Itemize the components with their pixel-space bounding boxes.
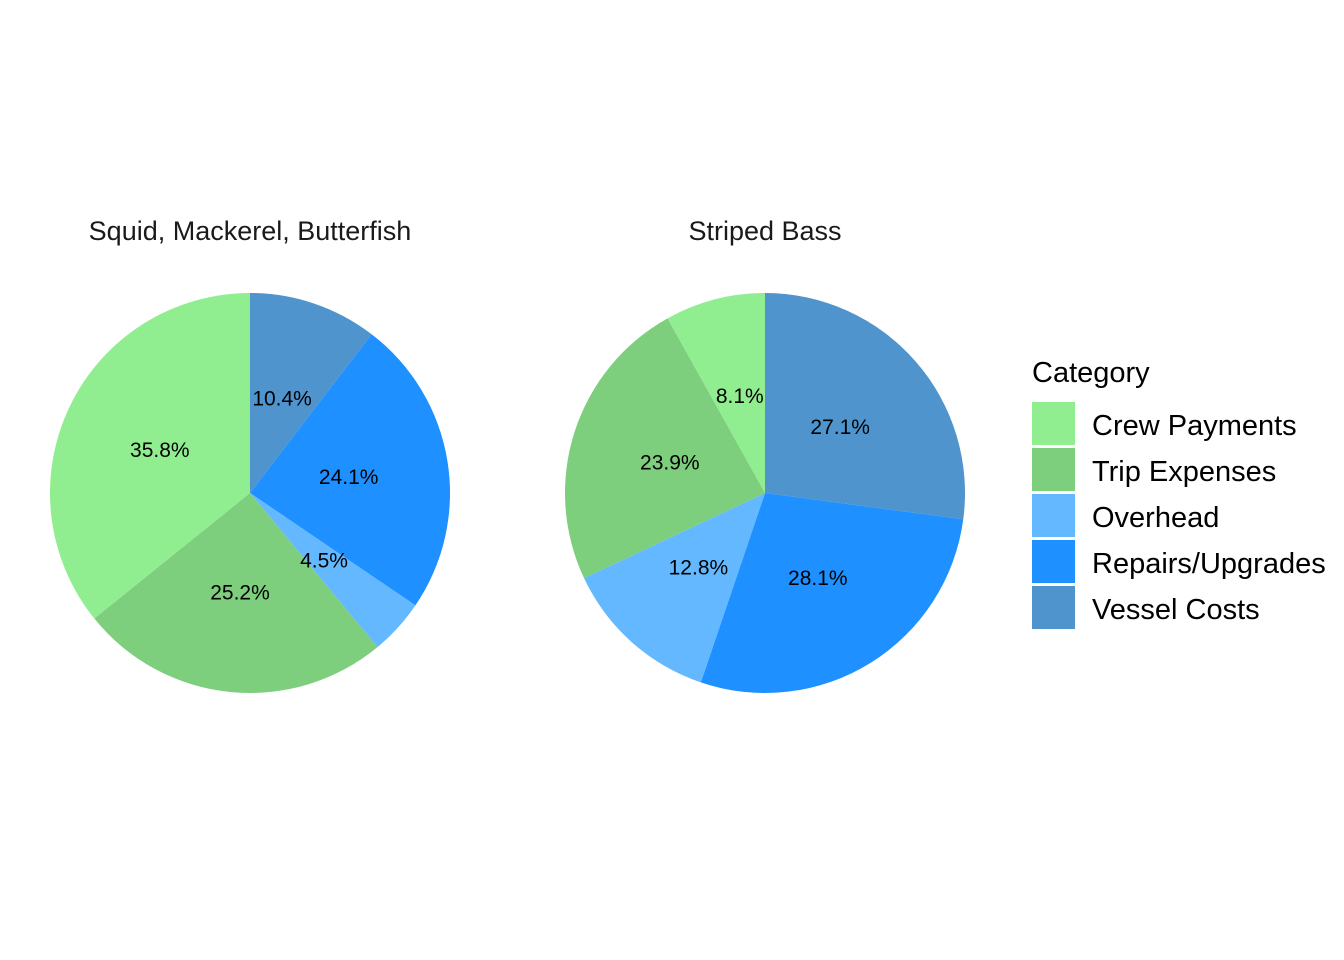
pie-slice-vessel-costs — [250, 293, 372, 493]
pie-slice-crew-payments — [667, 293, 765, 493]
legend-swatch-vessel-costs — [1032, 586, 1075, 629]
slice-label-repairs-upgrades: 28.1% — [788, 567, 848, 590]
legend-swatch-crew-payments — [1032, 402, 1075, 445]
legend-items: Crew Payments Trip Expenses Overhead Repair… — [1032, 402, 1326, 629]
facet-title: Striped Bass — [688, 216, 841, 246]
slice-label-vessel-costs: 10.4% — [252, 387, 312, 410]
slice-label-vessel-costs: 27.1% — [810, 416, 870, 439]
pie-chart-striped-bass: Striped Bass 27.1% 28.1% 12.8% 23.9% 8.1% — [564, 216, 965, 694]
pie-labels: 10.4% 24.1% 4.5% 25.2% 35.8% — [130, 387, 378, 604]
pie-slice-overhead — [584, 493, 765, 683]
pie-slice-trip-expenses — [94, 493, 378, 693]
legend-swatch-overhead — [1032, 494, 1075, 537]
pie-slice-trip-expenses — [564, 318, 765, 579]
legend: Category Crew Payments Trip Expenses Overh… — [1032, 357, 1326, 629]
legend-swatch-trip-expenses — [1032, 448, 1075, 491]
pie-chart-squid-mackerel-butterfish: Squid, Mackerel, Butterfish 10.4% 24.1% 4.… — [50, 216, 451, 693]
pie-slices — [50, 293, 451, 693]
slice-label-overhead: 12.8% — [669, 557, 729, 580]
legend-label-repairs-upgrades: Repairs/Upgrades — [1092, 548, 1326, 580]
legend-title: Category — [1032, 357, 1150, 389]
legend-label-overhead: Overhead — [1092, 502, 1219, 534]
pie-labels: 27.1% 28.1% 12.8% 23.9% 8.1% — [640, 385, 870, 590]
slice-label-trip-expenses: 23.9% — [640, 451, 700, 474]
legend-swatch-repairs-upgrades — [1032, 540, 1075, 583]
slice-label-crew-payments: 35.8% — [130, 439, 190, 462]
facet-title: Squid, Mackerel, Butterfish — [89, 216, 412, 246]
pie-slice-vessel-costs — [765, 293, 965, 520]
pie-slice-crew-payments — [50, 293, 251, 619]
slice-label-trip-expenses: 25.2% — [210, 582, 270, 605]
slice-label-overhead: 4.5% — [300, 549, 348, 572]
pie-slices — [564, 293, 965, 694]
legend-label-vessel-costs: Vessel Costs — [1092, 594, 1260, 626]
pie-slice-repairs-upgrades — [250, 334, 451, 606]
legend-label-trip-expenses: Trip Expenses — [1092, 456, 1276, 488]
pie-slice-repairs-upgrades — [700, 493, 964, 694]
slice-label-repairs-upgrades: 24.1% — [319, 466, 379, 489]
pie-slice-overhead — [250, 493, 416, 648]
legend-label-crew-payments: Crew Payments — [1092, 410, 1297, 442]
slice-label-crew-payments: 8.1% — [716, 385, 764, 408]
